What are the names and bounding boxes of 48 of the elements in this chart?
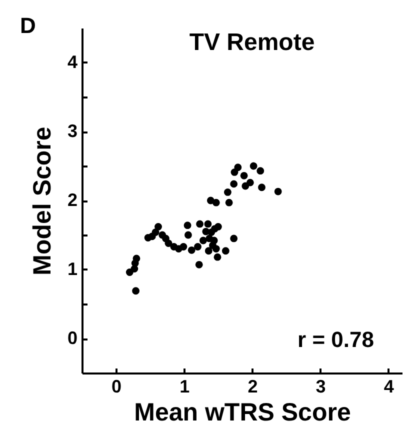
point xyxy=(202,228,210,236)
x-axis-title: Mean wTRS Score xyxy=(134,398,351,426)
annotation: r = 0.78 xyxy=(298,327,374,352)
point xyxy=(199,236,207,244)
x-tick-label: 4 xyxy=(384,376,394,396)
point xyxy=(212,245,220,252)
point xyxy=(224,188,232,196)
x-tick-label: 0 xyxy=(112,376,122,396)
y-tick-label: 3 xyxy=(67,121,78,141)
y-tick-label: 4 xyxy=(67,52,78,72)
point xyxy=(204,247,212,255)
point xyxy=(258,184,266,192)
point xyxy=(230,234,238,242)
y-tick-label: 1 xyxy=(67,259,78,279)
point xyxy=(188,246,196,254)
x-tick-label: 3 xyxy=(316,376,326,396)
point xyxy=(240,172,248,180)
point xyxy=(250,162,258,170)
point xyxy=(195,260,203,268)
point xyxy=(204,220,212,228)
point xyxy=(212,198,220,206)
y-tick-label: 0 xyxy=(67,328,78,348)
point xyxy=(246,178,254,186)
point xyxy=(184,231,192,239)
point xyxy=(256,167,264,175)
x-tick-label: 1 xyxy=(180,376,190,396)
point xyxy=(230,180,238,188)
text: D xyxy=(20,13,36,38)
point xyxy=(225,198,233,206)
point xyxy=(152,228,160,236)
point xyxy=(184,222,192,230)
point xyxy=(274,188,282,196)
y-axis-title: Model Score xyxy=(28,126,56,276)
point xyxy=(210,236,218,244)
point xyxy=(132,254,140,262)
point xyxy=(196,220,204,228)
point xyxy=(214,253,222,261)
point xyxy=(132,287,140,295)
y-tick-label: 2 xyxy=(67,190,78,210)
point xyxy=(164,240,172,247)
point xyxy=(222,247,230,255)
x-tick-label: 2 xyxy=(248,376,258,396)
point xyxy=(154,223,162,230)
chart-title: TV Remote xyxy=(189,29,315,56)
point xyxy=(180,243,188,250)
point xyxy=(234,164,242,172)
point xyxy=(194,243,202,250)
point xyxy=(214,223,222,230)
